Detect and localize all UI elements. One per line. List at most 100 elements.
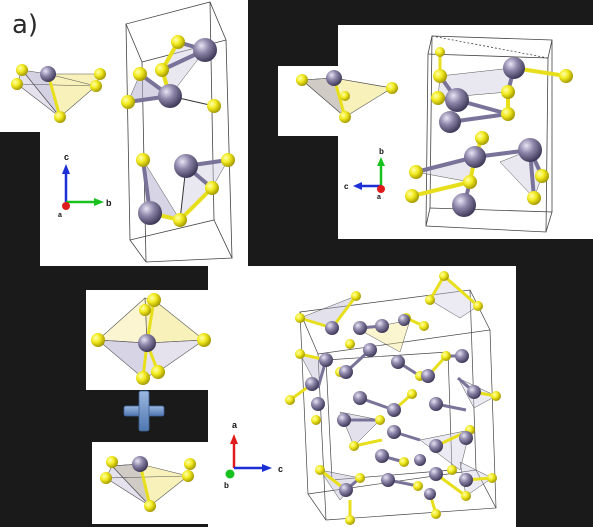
sulfur-atom	[90, 80, 102, 92]
sulfur-atom	[439, 271, 449, 281]
sulfur-atom	[173, 213, 187, 227]
polyhedron-face	[97, 297, 148, 344]
sulfur-atom	[473, 301, 483, 311]
sulfur-atom	[147, 293, 161, 307]
sulfur-atom	[296, 74, 308, 86]
unit-cell-top-right	[425, 35, 553, 233]
metal-atom	[398, 314, 410, 326]
sulfur-atom	[487, 473, 497, 483]
plus-operator	[123, 390, 165, 432]
metal-atom	[353, 321, 367, 335]
metal-atom	[452, 193, 476, 217]
sulfur-atom	[171, 35, 185, 49]
metal-atom	[363, 343, 377, 357]
sulfur-atom	[100, 472, 112, 484]
axis-label-horizontal: c	[344, 182, 349, 191]
metal-atom	[381, 473, 395, 487]
metal-atom	[311, 397, 325, 411]
metal-atom	[429, 439, 443, 453]
axis-label-origin: b	[224, 481, 229, 490]
metal-atom	[387, 425, 401, 439]
sulfur-atom	[345, 515, 355, 525]
sulfur-atom	[106, 456, 118, 468]
sulfur-atom	[207, 99, 221, 113]
metal-atom	[429, 467, 443, 481]
metal-atom	[138, 201, 162, 225]
metal-atom	[391, 355, 405, 369]
sulfur-atom	[205, 181, 219, 195]
sulfur-atom	[559, 69, 573, 83]
sulfur-atom	[431, 509, 441, 519]
metal-atom	[429, 397, 443, 411]
metal-atom	[467, 385, 481, 399]
metal-atom	[503, 57, 525, 79]
sulfur-atom	[221, 153, 235, 167]
octahedron-bottom	[91, 293, 211, 385]
sulfur-atom	[144, 500, 156, 512]
metal-atom	[40, 66, 56, 82]
sulfur-atom	[491, 391, 501, 401]
metal-atom	[174, 154, 198, 178]
metal-atom	[459, 431, 473, 445]
sulfur-atom	[295, 349, 305, 359]
axis-triad-bottom: a c b	[224, 420, 283, 490]
sulfur-atom	[463, 175, 477, 189]
metal-atom	[132, 456, 148, 472]
sulfur-atom	[501, 107, 515, 121]
sulfur-atom	[535, 169, 549, 183]
sulfur-atom	[121, 95, 135, 109]
axis-label-horizontal: c	[278, 464, 283, 474]
sulfur-atom	[295, 313, 305, 323]
cell-bottom-polyhedra	[299, 275, 497, 501]
cell-top-right-upper-units	[431, 47, 573, 133]
sulfur-atom	[94, 68, 106, 80]
sulfur-atom	[16, 64, 28, 76]
metal-atom	[325, 321, 339, 335]
sulfur-atom	[351, 291, 361, 301]
sulfur-atom	[441, 351, 451, 361]
sulfur-atom	[133, 67, 147, 81]
sulfur-atom	[355, 473, 365, 483]
sulfur-atom	[339, 111, 351, 123]
sulfur-atom	[91, 333, 105, 347]
sulfur-atom	[54, 111, 66, 123]
sulfur-atom	[184, 458, 196, 470]
sulfur-atom	[435, 47, 445, 57]
sulfur-atom	[311, 415, 321, 425]
sulfur-atom	[407, 389, 417, 399]
sulfur-atom	[461, 491, 471, 501]
sulfur-atom	[151, 365, 165, 379]
polyhedron-face	[16, 69, 61, 118]
axis-label-origin: a	[58, 212, 62, 219]
metal-atom	[339, 483, 353, 497]
axis-label-vertical: b	[379, 147, 384, 156]
sulfur-atom	[345, 339, 355, 349]
panel-top-left-label-box	[0, 0, 40, 50]
sulfur-atom	[349, 441, 359, 451]
cell-top-left-upper-units	[121, 35, 221, 113]
tetrahedron-top-left	[11, 64, 106, 123]
metal-atom	[339, 365, 353, 379]
metal-atom	[421, 369, 435, 383]
sulfur-atom	[425, 295, 435, 305]
metal-atom	[464, 146, 486, 168]
sulfur-atom	[386, 82, 398, 94]
sulfur-atom	[197, 333, 211, 347]
metal-atom	[375, 319, 389, 333]
sulfur-atom	[340, 91, 350, 101]
metal-atom	[193, 38, 217, 62]
sulfur-atom	[527, 191, 541, 205]
sulfur-atom	[375, 415, 385, 425]
sulfur-atom	[405, 189, 419, 203]
sulfur-atom	[433, 69, 447, 83]
bond	[178, 186, 214, 222]
metal-atom	[445, 88, 469, 112]
axis-label-origin: a	[377, 194, 381, 201]
metal-atom	[455, 349, 469, 363]
metal-atom	[387, 403, 401, 417]
metal-atom	[138, 334, 156, 352]
sulfur-atom	[413, 481, 423, 491]
metal-atom	[337, 413, 351, 427]
axis-triad-top-right: b c a	[344, 147, 385, 201]
